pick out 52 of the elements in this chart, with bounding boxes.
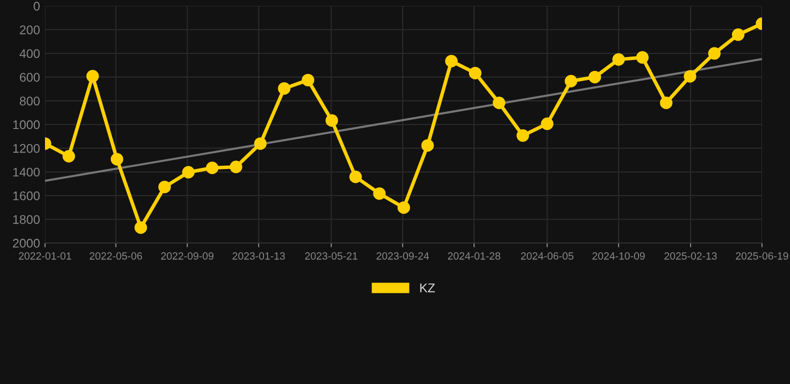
x-tick-label: 2023-01-13	[232, 252, 285, 260]
point	[684, 70, 696, 83]
point	[206, 162, 218, 174]
point	[110, 152, 124, 166]
legend-label: KZ	[420, 284, 435, 292]
y-tick-label: 1800	[13, 215, 40, 224]
point	[182, 166, 195, 179]
point	[445, 54, 458, 68]
x-tick-label: 2024-10-09	[592, 252, 645, 260]
y-tick-label: 0	[34, 2, 40, 11]
point	[492, 96, 506, 110]
point	[398, 201, 410, 214]
y-tick-label: 1600	[13, 191, 40, 200]
point	[86, 70, 99, 82]
x-tick-label: 2024-06-05	[521, 252, 574, 260]
point	[254, 137, 267, 150]
y-tick-label: 200	[20, 26, 40, 34]
x-tick-label: 2022-01-01	[18, 252, 72, 260]
point	[62, 150, 76, 163]
y-tick-label: 2000	[12, 238, 40, 248]
point	[230, 160, 242, 174]
y-tick-label: 1000	[13, 120, 40, 130]
point	[421, 139, 434, 152]
point	[326, 114, 338, 127]
point	[516, 129, 530, 142]
x-tick-label: 2023-09-24	[376, 252, 429, 260]
y-tick-label: 400	[20, 49, 40, 58]
x-tick-label: 2025-06-19	[736, 252, 788, 260]
point	[636, 51, 649, 64]
y-tick-label: 1400	[13, 168, 40, 177]
point	[540, 118, 554, 130]
point	[660, 96, 672, 110]
point	[302, 74, 314, 86]
point	[588, 70, 602, 84]
point	[612, 53, 625, 66]
point	[708, 47, 721, 60]
x-tick-label: 2024-01-28	[448, 252, 500, 260]
y-tick-label: 800	[20, 96, 40, 106]
point	[732, 28, 744, 41]
point	[564, 74, 578, 88]
y-tick-label: 1200	[13, 144, 40, 153]
x-tick-label: 2025-02-13	[664, 252, 717, 260]
point	[158, 180, 171, 194]
x-tick-label: 2023-05-21	[305, 252, 358, 260]
point	[349, 170, 362, 184]
point	[373, 187, 386, 200]
point	[134, 221, 148, 234]
point	[278, 82, 290, 95]
y-tick-label: 600	[20, 72, 40, 82]
point	[468, 66, 482, 80]
x-tick-label: 2022-05-06	[90, 252, 142, 260]
x-tick-label: 2022-09-09	[161, 252, 214, 260]
